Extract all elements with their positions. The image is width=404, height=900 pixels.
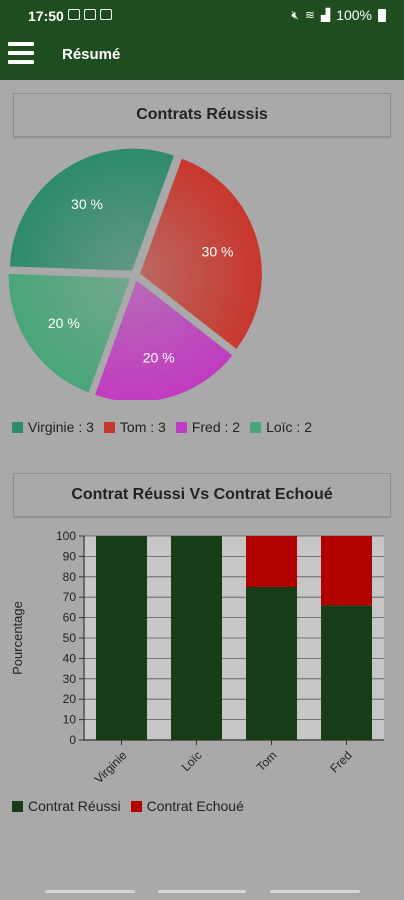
pie-chart: 30 % 30 % 20 % 20 % [6,146,264,400]
x-tick-label: Fred [327,748,354,775]
status-notification-icons [68,9,112,20]
nav-handle-left[interactable] [45,890,135,893]
legend-swatch [130,800,142,812]
y-axis-label: Pourcentage [10,601,25,675]
pie-label-fred: 20 % [143,350,175,366]
y-tick-label: 0 [69,733,76,747]
legend-swatch [12,800,23,812]
y-tick-label: 90 [63,549,77,563]
legend-label: Contrat Réussi [28,798,121,814]
bar-contrat-echoue-tom [246,536,297,587]
legend-swatch [250,421,262,433]
page-title: Résumé [62,46,121,63]
y-tick-label: 10 [63,713,77,727]
system-navigation-bar [0,884,404,900]
bar-legend-item: Contrat Réussi [12,798,121,814]
y-tick-label: 20 [63,692,77,706]
y-tick-label: 40 [63,651,77,665]
nav-handle-right[interactable] [270,890,360,893]
y-tick-label: 50 [63,631,77,645]
y-tick-label: 70 [63,590,77,604]
x-tick-label: Loïc [179,748,205,774]
app-icon [84,9,96,20]
status-bar: 17:50 🔇︎ ≋ ▟ 100% [0,0,404,30]
battery-percent: 100% [336,7,372,23]
pie-label-virginie: 30 % [71,196,103,212]
sim-icon [68,9,80,20]
pie-label-tom: 30 % [202,243,234,259]
wifi-icon: ≋ [304,8,315,22]
bar-contrat-reussi-loic [171,536,222,740]
pie-legend-item: Loïc : 2 [250,419,312,435]
pie-slice-loic [6,271,134,396]
x-tick-label: Virginie [92,748,130,786]
pie-chart-title: Contrats Réussis [13,93,391,137]
battery-icon [378,8,386,22]
signal-icon: ▟ [320,8,331,22]
pie-legend: Virginie : 3 Tom : 3 Fred : 2 Loïc : 2 [12,419,322,435]
hamburger-menu-icon[interactable] [8,42,34,64]
bar-contrat-reussi-virginie [96,536,147,740]
status-system-icons: 🔇︎ ≋ ▟ 100% [291,7,386,23]
legend-swatch [103,421,115,433]
nav-handle-center[interactable] [158,890,246,893]
pie-label-loic: 20 % [48,315,80,331]
legend-swatch [175,421,187,433]
pie-legend-item: Virginie : 3 [12,419,94,435]
legend-label: Contrat Echoué [146,798,244,814]
legend-label: Virginie : 3 [28,419,94,435]
legend-label: Tom : 3 [119,419,166,435]
legend-swatch [12,421,23,433]
legend-label: Fred : 2 [191,419,241,435]
image-icon [100,9,112,20]
bar-chart-title: Contrat Réussi Vs Contrat Echoué [13,473,391,517]
stacked-bar-chart: 0 10 20 30 40 50 60 70 80 90 100 Pourcentage Virgini… [10,529,384,786]
y-tick-label: 60 [63,611,77,625]
bar-legend: Contrat Réussi Contrat Echoué [12,798,254,814]
mute-icon: 🔇︎ [291,7,299,22]
legend-label: Loïc : 2 [266,419,312,435]
y-tick-label: 80 [63,570,77,584]
pie-legend-item: Fred : 2 [175,419,241,435]
pie-legend-item: Tom : 3 [103,419,166,435]
bar-contrat-reussi-fred [321,605,372,740]
bar-contrat-echoue-fred [321,536,372,606]
y-tick-label: 100 [56,529,76,543]
pie-slice-virginie [7,146,177,273]
bar-contrat-reussi-tom [246,587,297,740]
app-bar: Résumé [0,30,404,80]
pie-slice-tom [137,156,264,352]
bar-legend-item: Contrat Echoué [130,798,244,814]
pie-slice-fred [92,277,236,400]
x-tick-label: Tom [254,748,280,774]
status-time: 17:50 [28,8,64,24]
y-tick-label: 30 [63,672,77,686]
